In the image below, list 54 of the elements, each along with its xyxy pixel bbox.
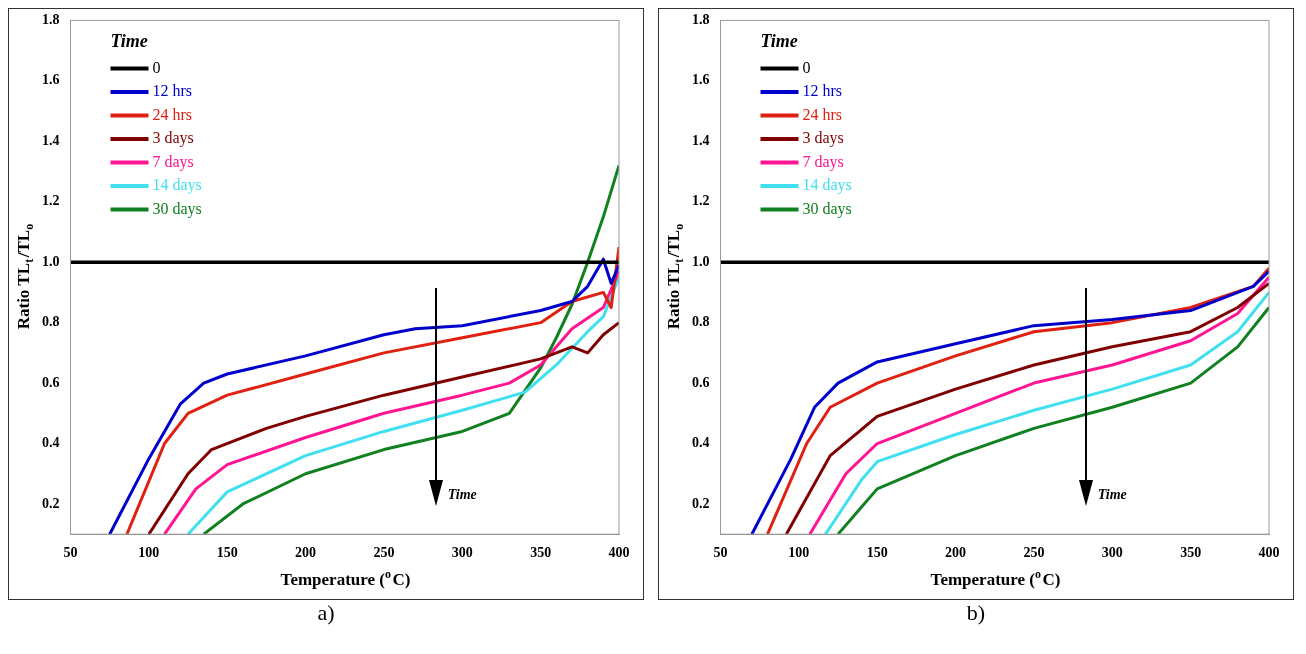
y-tick-label: 0.2 <box>692 495 710 511</box>
x-tick-label: 350 <box>530 545 552 561</box>
y-tick-label: 1.2 <box>692 193 710 209</box>
x-tick-label: 250 <box>1023 545 1045 561</box>
legend-label: 3 days <box>152 129 194 148</box>
y-tick-label: 1.0 <box>42 253 60 269</box>
y-tick-label: 0.8 <box>692 314 710 330</box>
x-tick-label: 400 <box>1258 545 1280 561</box>
annotation: Time <box>1097 487 1127 503</box>
text: a) <box>316 600 336 626</box>
legend-label: 30 days <box>152 199 202 218</box>
y-tick-label: 0.4 <box>42 435 60 451</box>
legend-label: 14 days <box>802 176 852 195</box>
y-tick-label: 0.6 <box>42 374 60 390</box>
legend-label: 14 days <box>152 176 202 195</box>
legend-label: 7 days <box>802 152 844 171</box>
y-tick-label: 1.2 <box>42 193 60 209</box>
legend-label: 0 <box>152 58 161 76</box>
legend-label: 24 hrs <box>152 105 193 123</box>
y-tick-label: 0.2 <box>42 495 60 511</box>
y-tick-label: 1.8 <box>692 12 710 28</box>
legend-label: 0 <box>802 58 811 76</box>
legend-label: 12 hrs <box>802 82 843 100</box>
x-tick-label: 350 <box>1180 545 1202 561</box>
y-tick-label: 1.4 <box>42 132 60 148</box>
x-tick-label: 200 <box>295 545 317 561</box>
x-tick-label: 400 <box>608 545 630 561</box>
y-tick-label: 1.0 <box>692 253 710 269</box>
x-tick-label: 50 <box>713 545 728 561</box>
x-tick-label: 250 <box>373 545 395 561</box>
legend-title: Time <box>760 31 798 52</box>
x-tick-label: 100 <box>138 545 160 561</box>
legend-label: 30 days <box>802 199 852 218</box>
legend-label: 3 days <box>802 129 844 148</box>
x-tick-label: 50 <box>63 545 78 561</box>
annotation: Time <box>447 487 477 503</box>
y-tick-label: 1.6 <box>692 72 710 88</box>
text: b) <box>965 600 987 626</box>
legend-label: 12 hrs <box>152 82 193 100</box>
x-tick-label: 200 <box>945 545 967 561</box>
legend-label: 24 hrs <box>802 105 843 123</box>
legend-title: Time <box>110 31 148 52</box>
y-tick-label: 0.8 <box>42 314 60 330</box>
y-tick-label: 0.4 <box>692 435 710 451</box>
y-tick-label: 1.6 <box>42 72 60 88</box>
x-tick-label: 300 <box>1101 545 1123 561</box>
x-tick-label: 100 <box>788 545 810 561</box>
x-tick-label: 150 <box>216 545 238 561</box>
x-tick-label: 150 <box>866 545 888 561</box>
y-tick-label: 1.4 <box>692 132 710 148</box>
y-tick-label: 0.6 <box>692 374 710 390</box>
legend-label: 7 days <box>152 152 194 171</box>
x-tick-label: 300 <box>451 545 473 561</box>
y-tick-label: 1.8 <box>42 12 60 28</box>
